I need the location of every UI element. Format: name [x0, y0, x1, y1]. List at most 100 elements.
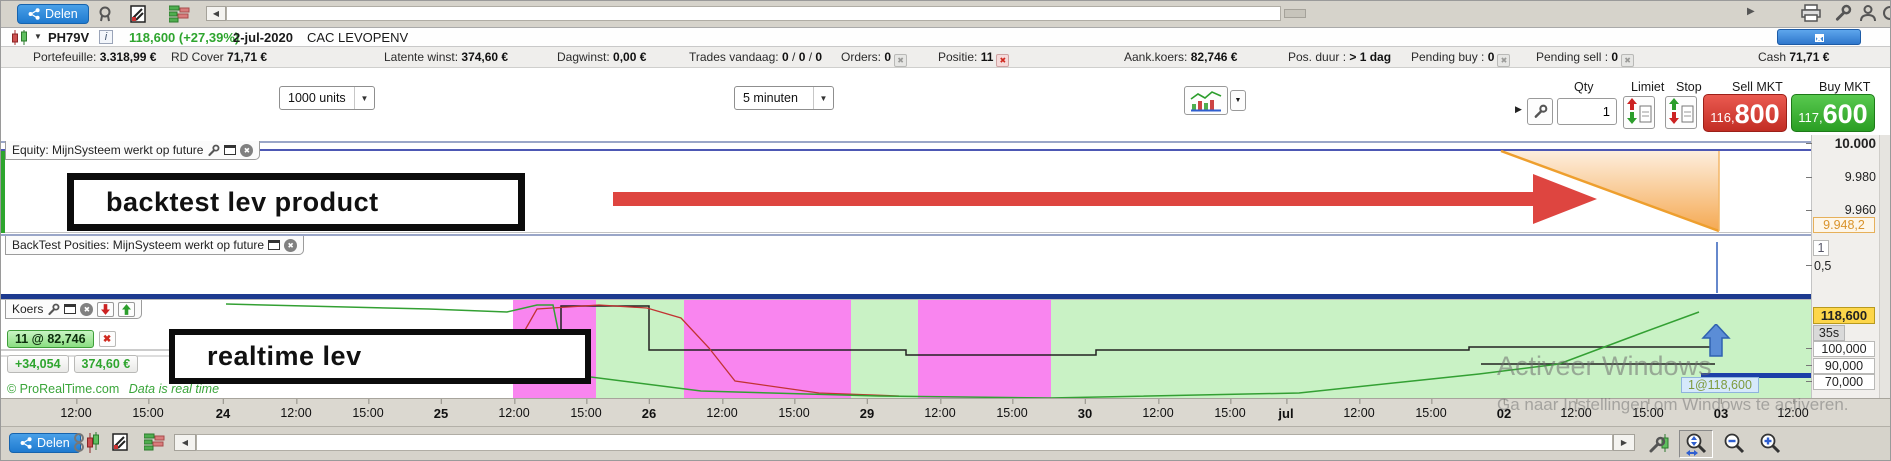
points-gain: +34,054	[7, 355, 69, 373]
zoom-out-button[interactable]	[1719, 430, 1749, 458]
stat-value: 374,60 €	[461, 50, 509, 64]
link-candles-icon[interactable]	[73, 432, 99, 454]
cancel-orders-icon[interactable]: ✖	[894, 54, 908, 67]
limiet-order-button[interactable]	[1623, 96, 1655, 129]
symbol-dropdown-arrow[interactable]: ▼	[34, 32, 42, 41]
time-tick: 03	[1713, 399, 1729, 421]
window-icon[interactable]	[64, 304, 77, 314]
circle-icon-partial[interactable]	[1880, 4, 1890, 22]
buy-price: 600	[1822, 99, 1868, 129]
buy-market-button[interactable]: 117, 600	[1791, 94, 1875, 132]
close-icon[interactable]: ✖	[240, 143, 254, 157]
time-tick: 26	[641, 399, 657, 421]
stop-order-button[interactable]	[1665, 96, 1697, 129]
pending-order-label[interactable]: 1@118,600	[1681, 377, 1759, 393]
right-scroll-strip[interactable]	[1879, 135, 1890, 398]
koers-countdown: 35s	[1813, 325, 1845, 341]
chart-scroll-right-button[interactable]: ▶	[1613, 434, 1635, 451]
chart-settings-icon[interactable]	[1649, 432, 1671, 454]
bottom-toolbar: Delen ◀ ▶	[1, 426, 1890, 460]
cancel-pending-sell-icon[interactable]: ✖	[1621, 54, 1635, 67]
koers-last-price: 118,600	[1813, 307, 1875, 324]
zoom-in-button[interactable]	[1755, 430, 1785, 458]
chevron-down-icon: ▼	[354, 87, 374, 109]
restore-button[interactable]	[1807, 32, 1831, 46]
orderbook-icon-top[interactable]	[169, 5, 191, 23]
sell-market-button[interactable]: 116, 800	[1703, 94, 1787, 132]
order-settings-button[interactable]	[1527, 98, 1553, 125]
window-icon[interactable]	[268, 240, 281, 250]
chart-scrollbar-track[interactable]	[196, 434, 1613, 451]
windows-watermark-line2: Ga naar Instellingen om Windows te activ…	[1497, 395, 1849, 414]
backtest-panel-tab[interactable]: BackTest Posities: MijnSysteem werkt op …	[5, 236, 305, 255]
instrument-title-bar: ▼ PH79V i 118,600 (+27,39%) 2-jul-2020 C…	[1, 28, 1890, 47]
units-select[interactable]: 1000 units ▼	[279, 86, 375, 110]
stat-value: 0	[884, 50, 892, 64]
news-icon-top[interactable]	[129, 5, 147, 23]
sell-marker-button[interactable]	[97, 301, 115, 317]
close-icon[interactable]: ✖	[80, 302, 94, 316]
close-button[interactable]: ✖	[1815, 33, 1823, 44]
window-icon[interactable]	[224, 145, 237, 155]
position-size-price: 11 @ 82,746	[7, 330, 94, 348]
indicator-button[interactable]	[1184, 86, 1228, 115]
dock-right-icon[interactable]: ▶	[1747, 6, 1755, 17]
equity-panel-title: Equity: MijnSysteem werkt op future	[12, 143, 204, 157]
stat-label: Latente winst:	[384, 50, 459, 64]
profit-gain: 374,60 €	[73, 355, 139, 373]
position-pnl-badges: +34,054 374,60 €	[7, 355, 139, 373]
time-axis[interactable]: 12:00 15:00 24 12:00 15:00 25 12:00 15:00 26 12:0…	[1, 398, 1890, 426]
koers-panel	[1, 299, 1811, 398]
person-icon[interactable]	[1859, 4, 1877, 22]
stat-rd-cover: RD Cover 71,71 €	[171, 50, 267, 64]
time-tick: 15:00	[570, 399, 602, 420]
equity-last-value: 9.948,2	[1813, 217, 1875, 233]
news-icon-bottom[interactable]	[111, 433, 129, 451]
chart-scroll-left-button[interactable]: ◀	[174, 434, 196, 451]
top-scrollbar-thumb[interactable]	[1284, 9, 1306, 18]
restore-icon	[1814, 34, 1824, 42]
info-icon[interactable]: i	[99, 30, 113, 44]
equity-curve-line	[1, 149, 1811, 151]
pin-icon[interactable]	[96, 5, 114, 23]
timeframe-select[interactable]: 5 minuten ▼	[734, 86, 834, 110]
green-up-arrow-icon	[122, 303, 132, 315]
close-position-button[interactable]: ✖	[98, 331, 116, 347]
sell-price-prefix: 116,	[1710, 110, 1735, 125]
buy-marker-button[interactable]	[118, 301, 136, 317]
stat-dagwinst: Dagwinst: 0,00 €	[557, 50, 646, 64]
orderbook-icon-bottom[interactable]	[144, 433, 166, 451]
position-band-pink	[684, 300, 851, 398]
share-button-bottom[interactable]: Delen	[9, 433, 81, 453]
close-icon[interactable]: ✖	[284, 238, 298, 252]
symbol-label: PH79V	[48, 30, 90, 45]
share-button-top[interactable]: Delen	[17, 4, 89, 24]
koers-panel-tab[interactable]: Koers ✖	[5, 300, 143, 319]
window-controls: ✖	[1777, 29, 1861, 45]
time-tick: 15:00	[778, 399, 810, 420]
stat-trades-vandaag: Trades vandaag: 0 / 0 / 0	[689, 50, 822, 64]
stat-label: Positie:	[938, 50, 978, 64]
equity-panel-tab[interactable]: Equity: MijnSysteem werkt op future ✖	[5, 141, 261, 160]
top-scroll-left-button[interactable]: ◀	[206, 6, 226, 21]
wrench-icon[interactable]	[207, 144, 220, 157]
buy-mkt-header: Buy MKT	[1819, 80, 1871, 94]
stat-cash: Cash 71,71 €	[1758, 50, 1829, 64]
stop-arrows-icon	[1668, 98, 1680, 127]
account-stats-bar: Portefeuille: 3.318,99 € RD Cover 71,71 …	[1, 47, 1890, 68]
time-tick: 25	[433, 399, 449, 421]
panel-expand-arrow[interactable]: ▶	[1515, 104, 1522, 114]
wrench-icon[interactable]	[47, 303, 60, 316]
cancel-pending-buy-icon[interactable]: ✖	[1497, 54, 1511, 67]
top-scrollbar-track[interactable]	[226, 6, 1281, 21]
stat-label: Orders:	[841, 50, 882, 64]
indicator-dropdown-arrow[interactable]: ▼	[1230, 90, 1246, 111]
qty-input[interactable]	[1557, 98, 1617, 125]
close-position-icon[interactable]: ✖	[996, 54, 1010, 67]
printer-icon[interactable]	[1801, 4, 1821, 22]
order-page-icon	[1639, 98, 1652, 127]
magnifier-arrows-icon	[1686, 433, 1707, 456]
wrench-icon-top[interactable]	[1834, 4, 1852, 22]
zoom-fit-button[interactable]	[1679, 430, 1713, 458]
